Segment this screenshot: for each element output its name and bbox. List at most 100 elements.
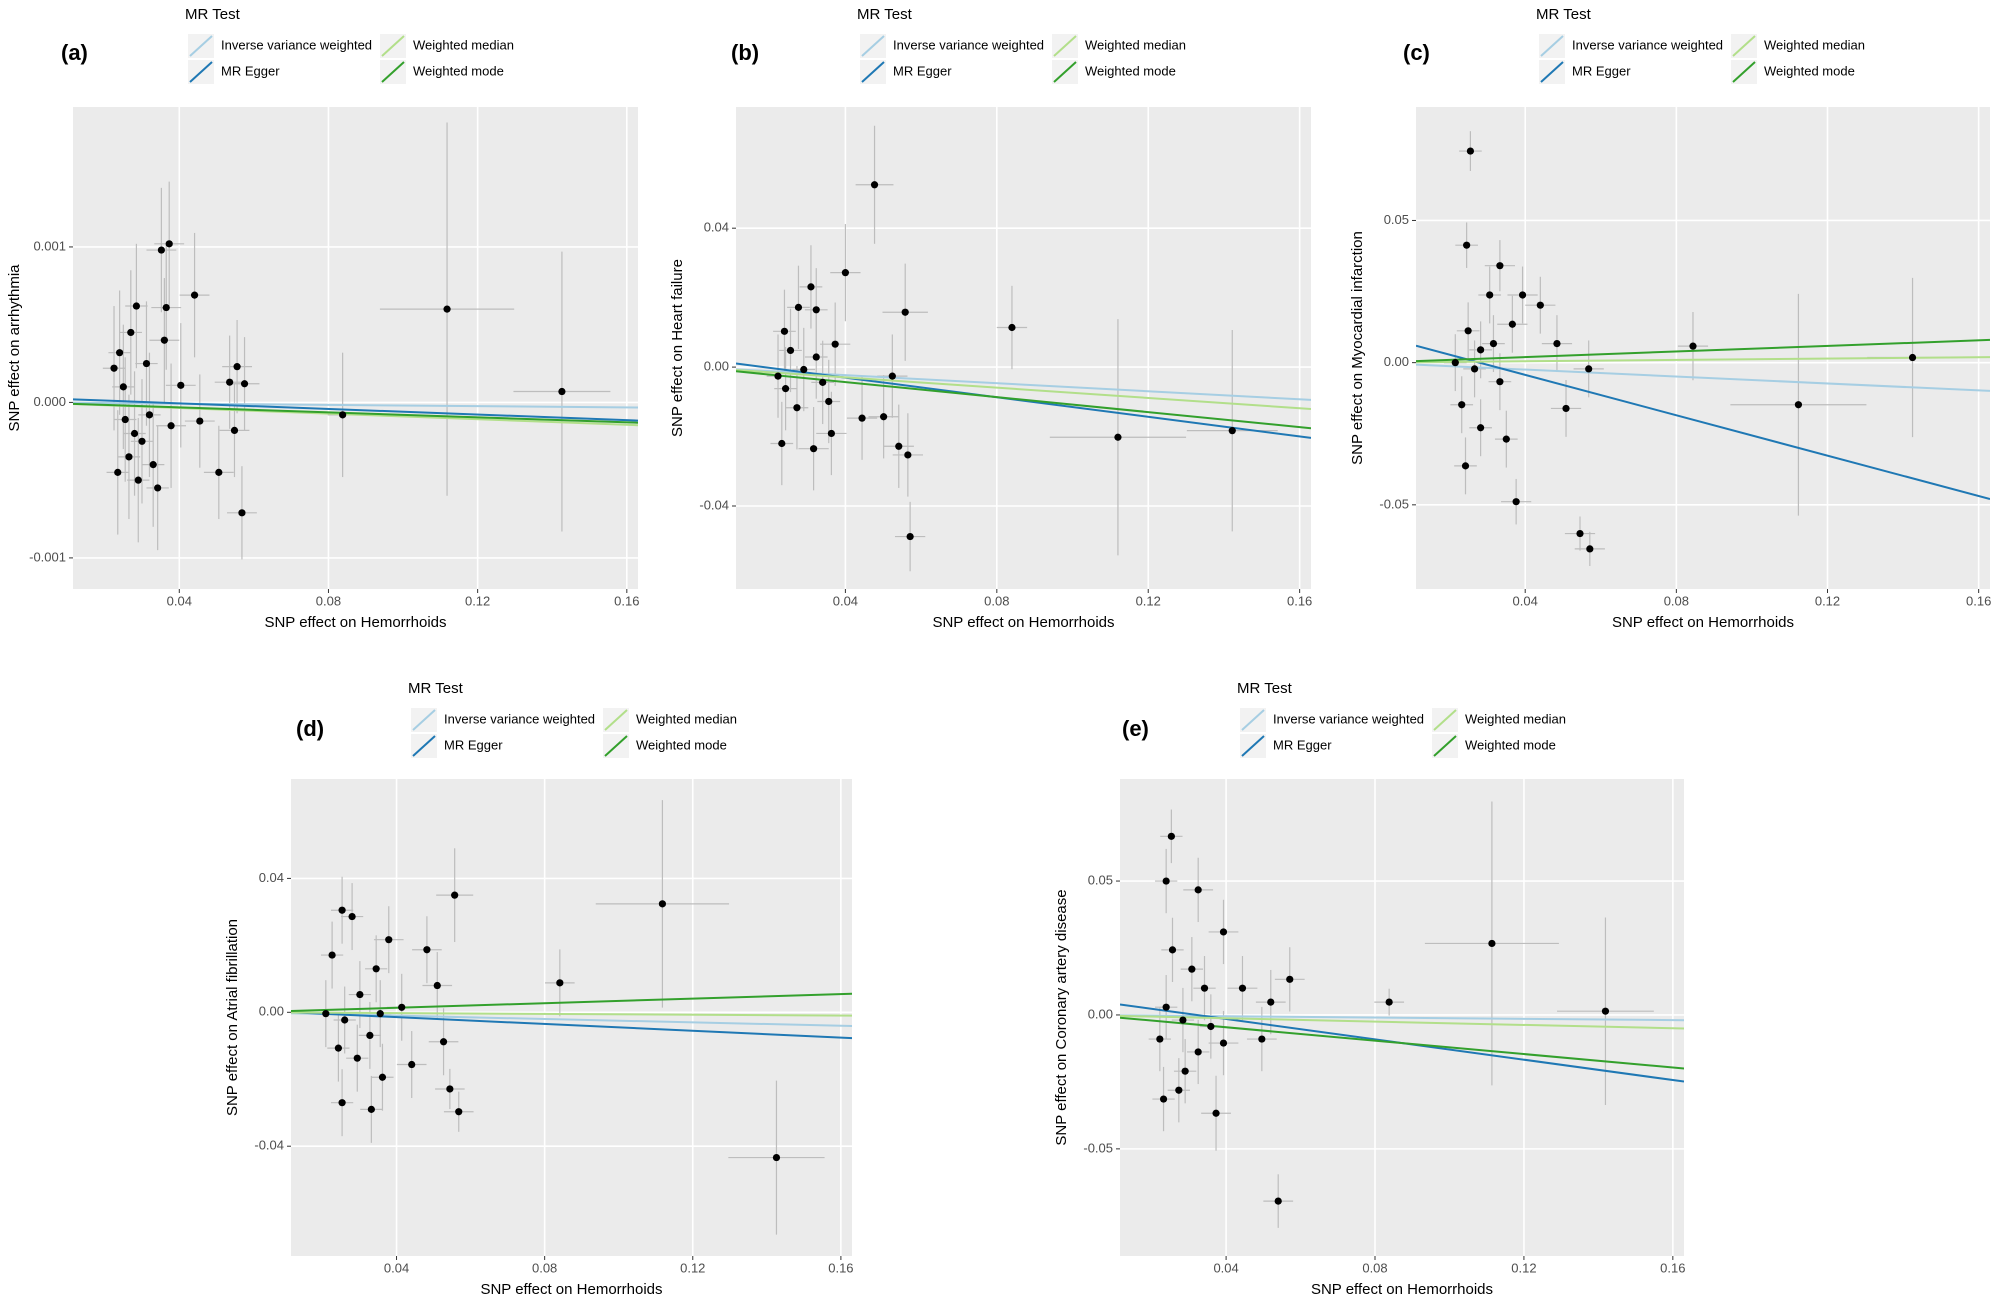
point: [455, 1108, 463, 1116]
panel-label: (a): [61, 40, 88, 65]
point: [1463, 241, 1471, 249]
x-tick-label: 0.12: [1815, 593, 1840, 608]
point: [408, 1060, 416, 1069]
x-tick-label: 0.08: [1664, 593, 1689, 608]
legend-label: Weighted median: [1764, 37, 1865, 52]
point: [774, 372, 782, 380]
point: [1258, 1035, 1266, 1043]
mr-line: [73, 398, 638, 422]
legend-swatch: [1732, 61, 1756, 83]
point: [1502, 435, 1510, 443]
point: [1486, 291, 1494, 299]
point: [1536, 301, 1544, 309]
point: [226, 378, 234, 386]
x-tick-label: 0.04: [167, 593, 192, 608]
point: [328, 951, 336, 959]
y-axis-title: SNP effect on Atrial fibrillation: [224, 919, 241, 1116]
x-tick-label: 0.04: [384, 1260, 409, 1275]
legend-swatch: [604, 709, 628, 731]
point: [1219, 1039, 1228, 1047]
legend-title: MR Test: [1536, 6, 1592, 23]
point: [196, 417, 204, 425]
point: [1286, 975, 1294, 983]
point: [398, 1003, 406, 1011]
legend-swatch: [1241, 709, 1265, 731]
legend-swatch: [861, 61, 885, 83]
y-tick-label: -0.04: [254, 1138, 284, 1153]
data-layer: [291, 800, 852, 1235]
legend-label: Inverse variance weighted: [444, 711, 595, 726]
point: [130, 429, 139, 438]
point: [110, 364, 118, 372]
legend-label: MR Egger: [444, 737, 503, 752]
point: [121, 415, 129, 424]
legend-label: Weighted median: [413, 37, 514, 52]
legend-swatch: [412, 709, 436, 731]
point: [1464, 327, 1472, 335]
panel: 0.04 0.08 0.12 0.16 -0.04 0.00 0.04 SNP effect …: [669, 6, 1312, 631]
legend-label: Weighted mode: [413, 63, 504, 78]
legend-swatch: [1053, 61, 1077, 83]
y-tick-label: 0.00: [1384, 354, 1409, 369]
point: [1238, 984, 1247, 992]
mr-line: [736, 368, 1311, 401]
mr-line: [291, 1011, 852, 1040]
mr-line: [1416, 344, 1990, 501]
legend-label: MR Egger: [1572, 63, 1631, 78]
point: [880, 413, 888, 421]
point: [1451, 359, 1459, 367]
point: [423, 946, 431, 954]
point: [1212, 1109, 1220, 1117]
panel: 0.04 0.08 0.12 0.16 -0.001 0.000 0.001 SNP effe…: [6, 6, 639, 631]
mr-line: [73, 402, 638, 424]
point: [215, 468, 223, 476]
legend-swatch: [1433, 709, 1457, 731]
y-tick-label: 0.05: [1088, 872, 1113, 887]
point: [1008, 323, 1016, 332]
point: [1194, 886, 1202, 894]
legend-label: Weighted median: [1465, 711, 1566, 726]
y-tick-label: 0.05: [1384, 212, 1409, 227]
plot-background: [73, 107, 638, 589]
point: [780, 327, 789, 335]
panel-label: (e): [1122, 716, 1149, 741]
plot-background: [1416, 107, 1990, 589]
plot-background: [291, 779, 852, 1256]
data-layer: [1416, 131, 1990, 566]
point: [904, 451, 912, 459]
point: [793, 404, 801, 412]
point: [1194, 1048, 1202, 1056]
legend: MR Test Inverse variance weighted MR Egger…: [1237, 680, 1566, 758]
point: [1200, 984, 1209, 992]
x-tick-label: 0.08: [1362, 1260, 1387, 1275]
point: [906, 532, 914, 541]
point: [376, 1010, 384, 1018]
point: [1188, 965, 1196, 973]
legend-swatch: [861, 35, 885, 57]
y-tick-label: 0.000: [33, 394, 66, 409]
point: [127, 328, 135, 337]
x-axis-title: SNP effect on Hemorrhoids: [1311, 1281, 1493, 1298]
point: [812, 353, 820, 361]
legend-label: Inverse variance weighted: [1572, 37, 1723, 52]
y-tick-label: 0.04: [259, 870, 284, 885]
legend-label: Weighted mode: [636, 737, 727, 752]
y-tick-label: -0.04: [699, 497, 729, 512]
point: [819, 378, 827, 386]
point: [446, 1085, 454, 1093]
point: [1477, 424, 1485, 432]
y-tick-label: -0.05: [1083, 1140, 1113, 1155]
legend-title: MR Test: [408, 680, 464, 697]
x-tick-label: 0.08: [316, 593, 341, 608]
point: [443, 305, 451, 313]
point: [1518, 291, 1527, 299]
data-layer: [1120, 801, 1684, 1228]
point: [177, 381, 185, 389]
point: [1458, 401, 1466, 409]
legend-swatch: [604, 735, 628, 757]
panel-label: (b): [731, 40, 759, 65]
point: [1908, 353, 1917, 362]
point: [338, 906, 346, 914]
point: [1601, 1007, 1610, 1015]
